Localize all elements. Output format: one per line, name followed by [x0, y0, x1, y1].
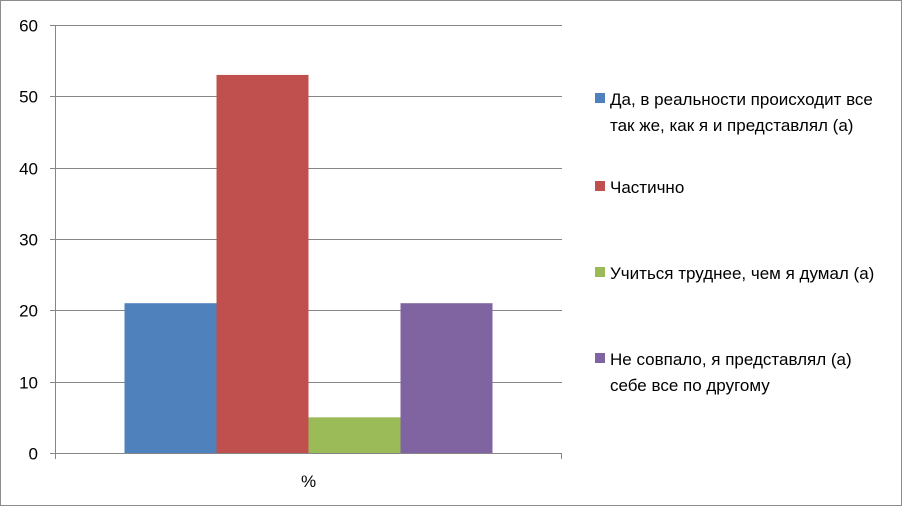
legend-label: Не совпало, я представлял (а) себе все п…	[610, 350, 852, 395]
legend-label: Учиться труднее, чем я думал (а)	[610, 264, 875, 283]
x-axis-labels: %	[301, 472, 316, 491]
y-tick-label: 30	[19, 231, 38, 250]
bar	[216, 74, 309, 453]
y-tick-label: 20	[19, 302, 38, 321]
y-tick-label: 10	[19, 374, 38, 393]
y-tick-label: 40	[19, 160, 38, 179]
legend-swatch	[595, 267, 605, 277]
legend-swatch	[595, 353, 605, 363]
y-tick-label: 0	[29, 445, 38, 464]
legend-label: Да, в реальности происходит все так же, …	[610, 90, 873, 135]
legend-swatch	[595, 93, 605, 103]
bar	[124, 303, 217, 453]
legend-label: Частично	[610, 178, 685, 197]
bar	[308, 417, 401, 453]
legend-swatch	[595, 181, 605, 191]
y-tick-label: 50	[19, 88, 38, 107]
x-category-label: %	[301, 472, 316, 491]
y-tick-label: 60	[19, 17, 38, 36]
bars	[124, 74, 493, 453]
bar	[400, 303, 493, 453]
y-axis-ticks: 0 10 20 30 40 50 60	[19, 17, 562, 464]
